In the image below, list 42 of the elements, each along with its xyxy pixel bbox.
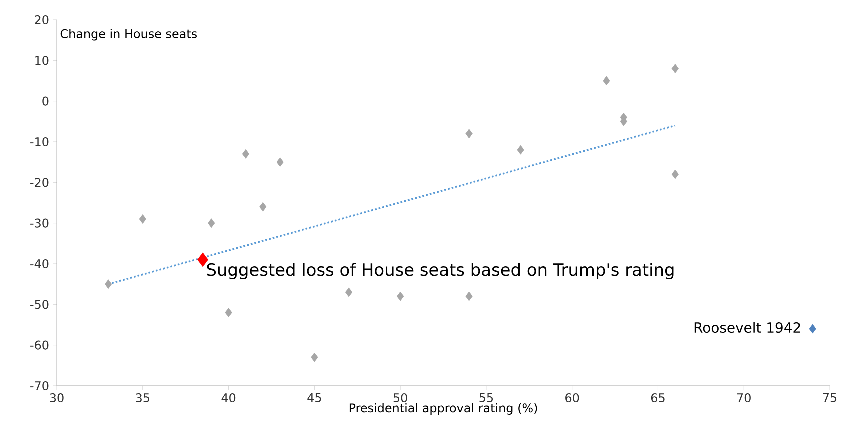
x-tick-label: 40 <box>222 394 236 403</box>
point <box>672 170 679 180</box>
y-tick-label: -60 <box>30 340 49 350</box>
x-tick-label: 75 <box>823 394 837 402</box>
y-tick-label: -50 <box>30 300 49 310</box>
point <box>517 145 524 155</box>
point <box>396 292 404 302</box>
x-tick-label: 60 <box>566 394 580 403</box>
point <box>809 324 816 334</box>
y-tick-label: 10 <box>36 56 49 66</box>
point <box>260 202 267 212</box>
x-tick-label: 45 <box>308 394 322 402</box>
y-tick-label: -10 <box>30 137 49 147</box>
y-tick-label: -70 <box>30 381 49 391</box>
y-tick-label: 0 <box>42 96 49 106</box>
point <box>198 252 208 268</box>
x-tick-label: 50 <box>394 394 408 403</box>
y-tick-label: -30 <box>30 218 49 228</box>
point <box>672 64 679 74</box>
point <box>311 352 318 362</box>
x-tick-label: 70 <box>737 394 751 403</box>
point <box>466 292 473 302</box>
y-tick-label: 20 <box>35 15 49 25</box>
y-axis-title: Change in House seats <box>60 29 197 41</box>
x-tick-label: 65 <box>651 394 665 403</box>
y-tick-label: -40 <box>30 259 49 269</box>
point <box>139 214 146 224</box>
y-tick-label: -20 <box>30 178 49 188</box>
point <box>276 158 284 168</box>
series-label: Roosevelt 1942 <box>694 322 800 334</box>
x-tick-label: 30 <box>50 394 64 403</box>
point <box>603 76 610 86</box>
series-label: Suggested loss of House seats based on Trump's rating <box>207 263 674 280</box>
point <box>466 129 473 139</box>
point <box>104 280 112 290</box>
point <box>208 218 216 228</box>
point <box>225 308 232 318</box>
x-tick-label: 35 <box>136 394 150 403</box>
point <box>242 149 250 159</box>
point <box>345 288 353 298</box>
x-tick-label: 55 <box>480 394 494 402</box>
x-axis-title: Presidential approval rating (%) <box>350 403 538 415</box>
